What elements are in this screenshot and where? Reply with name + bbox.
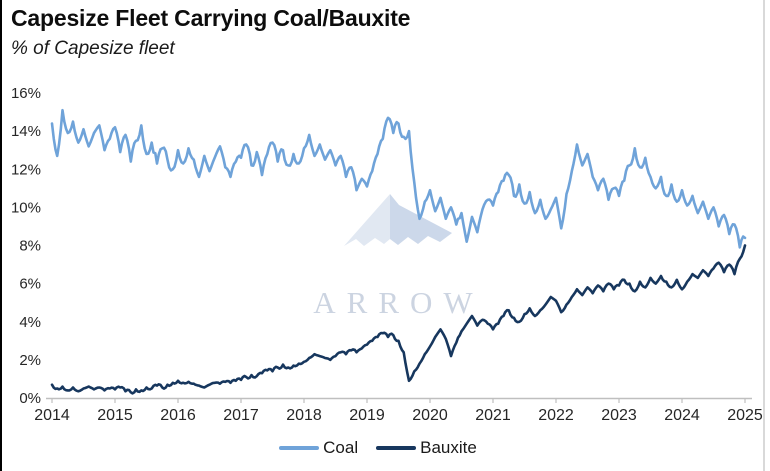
chart-title: Capesize Fleet Carrying Coal/Bauxite <box>11 5 411 31</box>
legend-label-coal: Coal <box>323 438 359 457</box>
series-line-coal <box>50 108 747 249</box>
y-tick-label: 10% <box>11 199 41 216</box>
series-line-bauxite <box>50 244 747 395</box>
panel-left-border <box>0 0 2 471</box>
x-tick-label: 2025 <box>727 407 763 424</box>
y-tick-label: 12% <box>11 161 41 178</box>
x-tick-label: 2014 <box>34 407 70 424</box>
y-tick-label: 0% <box>19 390 41 407</box>
x-tick-label: 2018 <box>286 407 322 424</box>
panel-right-border <box>763 0 765 471</box>
legend-swatch-coal <box>279 445 320 451</box>
y-tick-label: 2% <box>19 352 41 369</box>
legend-label-bauxite: Bauxite <box>420 438 477 457</box>
x-tick-label: 2020 <box>412 407 448 424</box>
x-tick-label: 2019 <box>349 407 385 424</box>
y-tick-label: 4% <box>19 314 41 331</box>
x-tick-label: 2021 <box>475 407 511 424</box>
chart-legend: Coal Bauxite <box>0 438 770 458</box>
x-tick-label: 2022 <box>538 407 574 424</box>
x-tick-label: 2017 <box>223 407 259 424</box>
legend-swatch-bauxite <box>376 445 417 451</box>
y-tick-label: 6% <box>19 276 41 293</box>
y-tick-label: 14% <box>11 123 41 140</box>
x-tick-label: 2024 <box>664 407 700 424</box>
chart-subtitle: % of Capesize fleet <box>11 38 175 59</box>
x-tick-label: 2015 <box>97 407 133 424</box>
x-tick-label: 2023 <box>601 407 637 424</box>
x-tick-label: 2016 <box>160 407 196 424</box>
y-tick-label: 8% <box>19 238 41 255</box>
y-tick-label: 16% <box>11 85 41 102</box>
